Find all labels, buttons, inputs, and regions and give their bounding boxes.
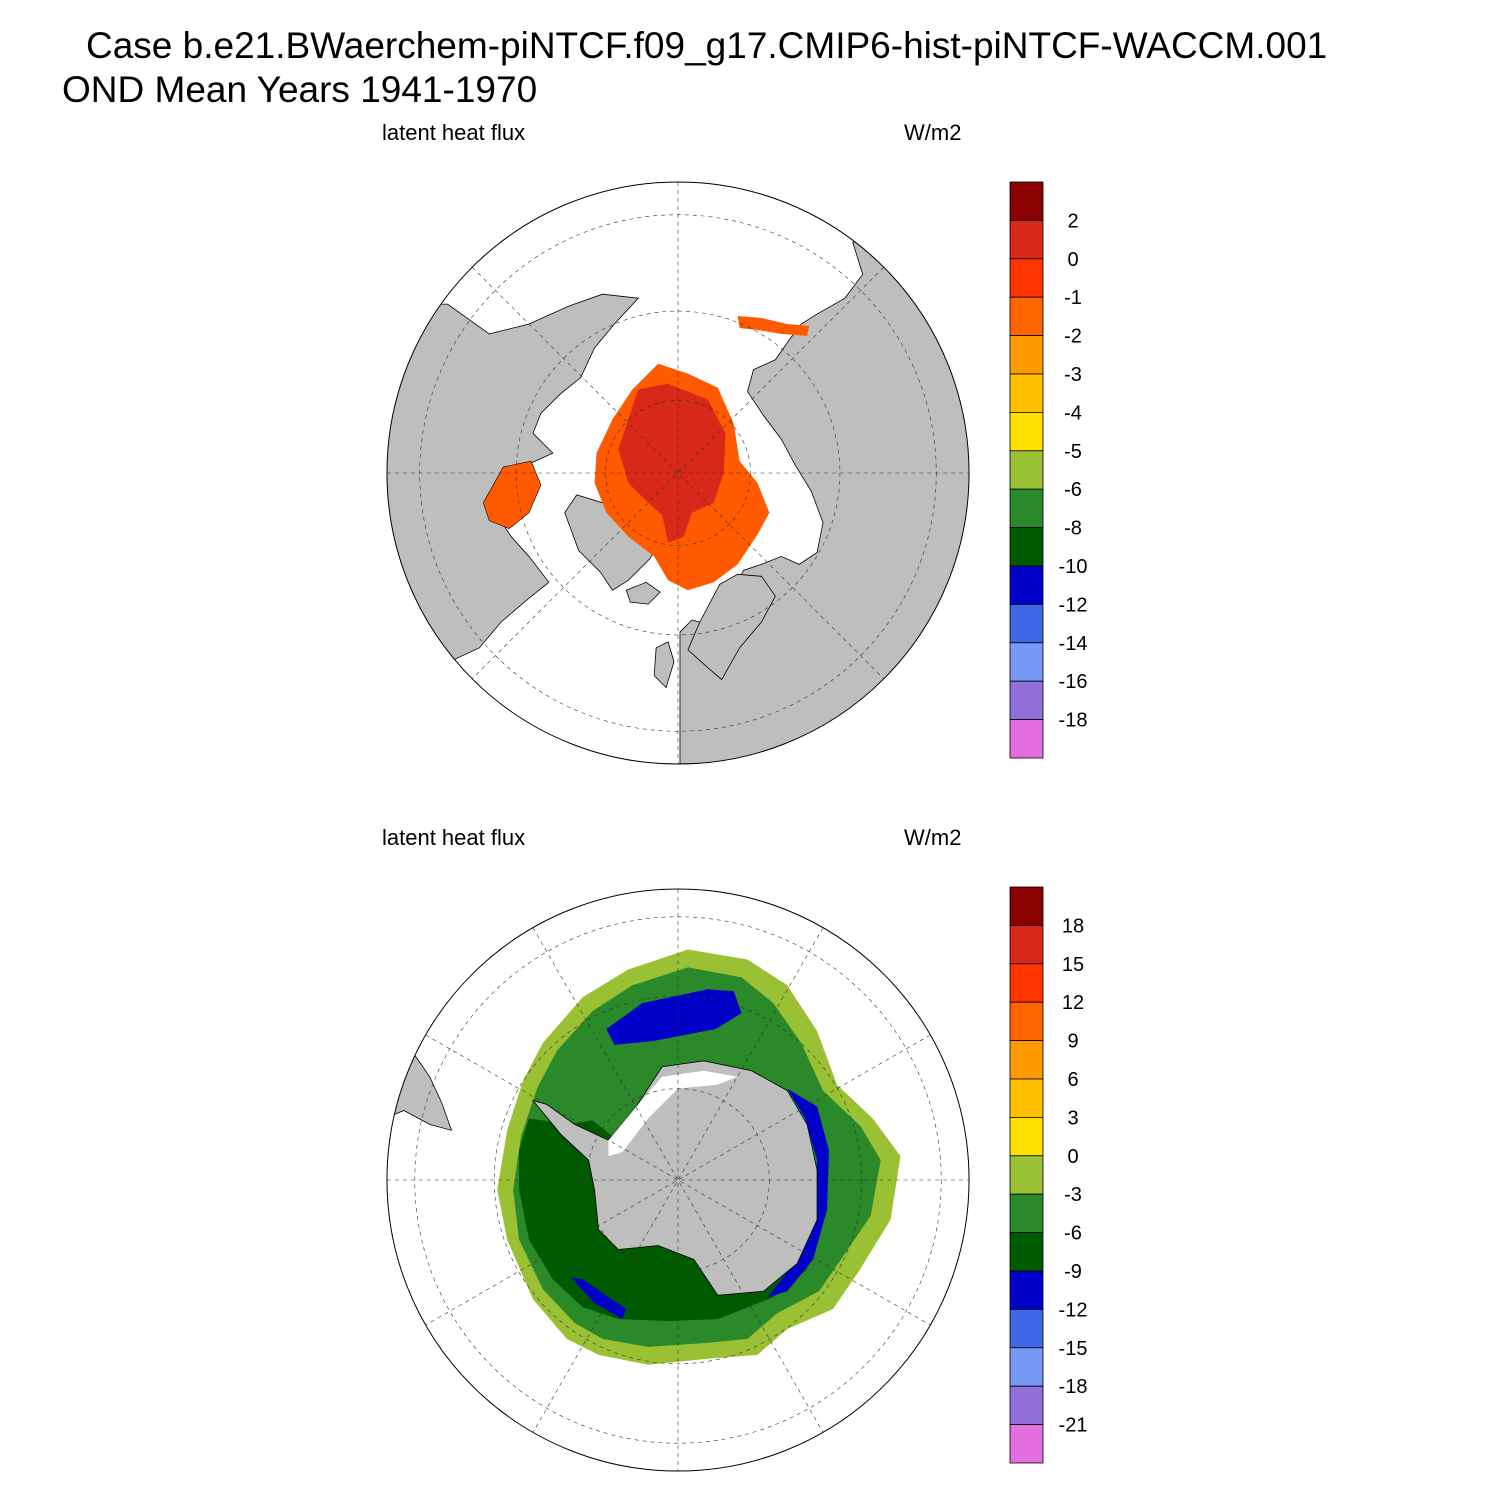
- north-right-label: W/m2: [904, 120, 962, 145]
- south-colorbar-tick-label: 9: [1067, 1031, 1078, 1053]
- south-colorbar-tick-label: 12: [1062, 992, 1084, 1014]
- north-land-scandinavia: [687, 573, 776, 681]
- north-colorbar-swatch: [1009, 565, 1044, 605]
- south-colorbar-tick-label: 18: [1062, 915, 1084, 937]
- north-colorbar-swatch: [1009, 411, 1044, 452]
- south-colorbar-swatch: [1009, 1078, 1044, 1118]
- south-colorbar-tick-label: 0: [1067, 1146, 1078, 1168]
- south-colorbar-tick-label: 15: [1062, 954, 1084, 976]
- north-map-border: [386, 181, 970, 765]
- south-colorbar-swatch: [1009, 925, 1044, 965]
- south-colorbar-swatch: [1009, 1001, 1044, 1041]
- south-left-label: latent heat flux: [382, 825, 526, 850]
- south-colorbar-tick-label: -15: [1059, 1338, 1088, 1360]
- period-subtitle: OND Mean Years 1941-1970: [62, 69, 538, 110]
- north-colorbar-swatch: [1009, 373, 1044, 413]
- north-graticule: [386, 181, 970, 765]
- north-colorbar-tick-label: -8: [1064, 518, 1082, 540]
- north-colorbar-tick-label: -6: [1064, 479, 1082, 501]
- north-colorbar-swatch: [1009, 680, 1044, 721]
- south-colorbar-swatch: [1009, 1193, 1044, 1234]
- south-colorbar-swatch: [1009, 1040, 1044, 1080]
- south-colorbar-swatch: [1009, 1116, 1044, 1157]
- south-colorbar-swatch: [1009, 1155, 1044, 1195]
- south-colorbar-tick-label: -3: [1064, 1184, 1082, 1206]
- north-colorbar-swatch: [1009, 719, 1044, 759]
- south-colorbar-swatch: [1009, 1232, 1044, 1272]
- north-colorbar-swatch: [1009, 181, 1044, 221]
- north-colorbar-tick-label: -16: [1059, 671, 1088, 693]
- south-colorbar-swatch: [1009, 1424, 1044, 1464]
- north-colorbar-tick-label: 2: [1067, 210, 1078, 232]
- south-polar-map: [386, 888, 970, 1472]
- north-polar-map: [386, 181, 970, 765]
- north-colorbar-swatch: [1009, 258, 1044, 298]
- south-colorbar-tick-label: 6: [1067, 1069, 1078, 1091]
- north-colorbar-swatch: [1009, 335, 1044, 375]
- north-ice-core: [618, 383, 726, 543]
- north-colorbar-swatch: [1009, 603, 1044, 644]
- south-colorbar-swatch: [1009, 1347, 1044, 1387]
- south-colorbar-tick-label: -21: [1059, 1415, 1088, 1437]
- north-colorbar-tick-label: -14: [1059, 633, 1088, 655]
- south-blue-weddell: [606, 989, 742, 1045]
- south-right-label: W/m2: [904, 825, 962, 850]
- north-colorbar-tick-label: 0: [1067, 249, 1078, 271]
- south-blue-east: [767, 1088, 829, 1298]
- north-colorbar-tick-label: -2: [1064, 326, 1082, 348]
- south-colorbar-swatch: [1009, 1270, 1044, 1310]
- south-colorbar-swatch: [1009, 1385, 1044, 1426]
- south-colorbar-swatch: [1009, 963, 1044, 1003]
- south-colorbar-tick-label: -12: [1059, 1299, 1088, 1321]
- north-colorbar-swatch: [1009, 296, 1044, 336]
- north-colorbar-tick-label: -18: [1059, 710, 1088, 732]
- north-colorbar-tick-label: -12: [1059, 594, 1088, 616]
- south-map-border: [386, 888, 970, 1472]
- south-colorbar-tick-label: -9: [1064, 1261, 1082, 1283]
- north-colorbar-swatch: [1009, 642, 1044, 682]
- north-colorbar-swatch: [1009, 450, 1044, 490]
- south-colorbar-tick-label: -18: [1059, 1376, 1088, 1398]
- north-left-label: latent heat flux: [382, 120, 526, 145]
- north-colorbar-swatch: [1009, 220, 1044, 260]
- north-colorbar-tick-label: -1: [1064, 287, 1082, 309]
- south-colorbar-swatch: [1009, 886, 1044, 926]
- north-colorbar-swatch: [1009, 488, 1044, 529]
- south-colorbar-tick-label: -6: [1064, 1223, 1082, 1245]
- north-land-british-isles: [653, 641, 675, 689]
- north-pacific-strip: [737, 316, 810, 336]
- south-colorbar-tick-label: 3: [1067, 1107, 1078, 1129]
- south-colorbar-swatch: [1009, 1308, 1044, 1349]
- north-hudson-bay: [482, 460, 542, 529]
- north-colorbar-swatch: [1009, 527, 1044, 567]
- north-colorbar: 2 0 -1 -2 -3 -4 -5 -6 -8 -10 -12 -14 -16 -18: [1009, 181, 1088, 759]
- south-blue-ross: [570, 1277, 627, 1320]
- south-graticule: [386, 888, 970, 1472]
- north-land-north-america: [386, 293, 640, 673]
- north-colorbar-tick-label: -4: [1064, 402, 1082, 424]
- north-colorbar-tick-label: -5: [1064, 441, 1082, 463]
- case-title: Case b.e21.BWaerchem-piNTCF.f09_g17.CMIP…: [86, 25, 1328, 66]
- north-land-iceland: [625, 581, 661, 605]
- north-colorbar-tick-label: -3: [1064, 364, 1082, 386]
- north-colorbar-tick-label: -10: [1059, 556, 1088, 578]
- south-colorbar: 18 15 12 9 6 3 0 -3 -6 -9 -12 -15 -18 -21: [1009, 886, 1088, 1464]
